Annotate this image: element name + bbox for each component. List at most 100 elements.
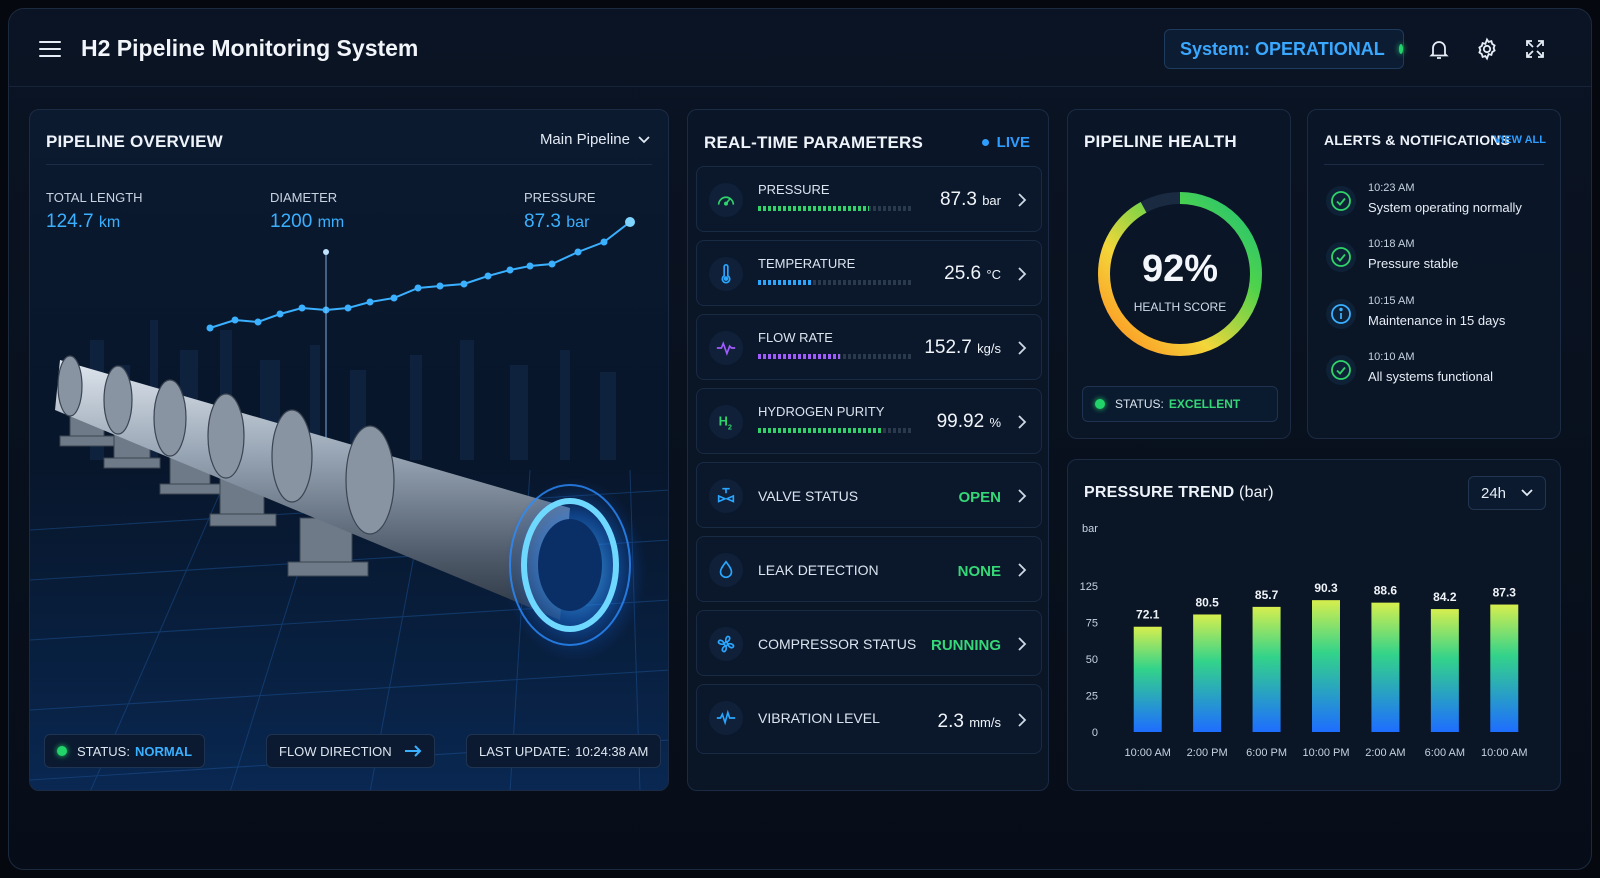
- alert-item[interactable]: 10:18 AM Pressure stable: [1326, 238, 1546, 282]
- droplet-icon: [709, 553, 743, 587]
- param-level-bar: [758, 428, 912, 433]
- overview-status-pill: STATUS: NORMAL: [44, 734, 206, 768]
- alert-time: 10:10 AM: [1368, 351, 1415, 363]
- bar: [1371, 602, 1400, 732]
- x-tick-label: 2:00 AM: [1365, 747, 1405, 759]
- bar: [1430, 609, 1459, 732]
- pressure-bar-chart: bar 0 25 50 75 125 72.1 10:00 AM 80.5 2:00 PM 85.…: [1080, 523, 1528, 759]
- stat-value: 1200 mm: [270, 211, 345, 232]
- stat-label: PRESSURE: [524, 190, 596, 205]
- stat-value: 87.3 bar: [524, 211, 590, 232]
- param-vibration-level[interactable]: VIBRATION LEVEL 2.3 mm/s: [696, 684, 1042, 754]
- system-status-prefix: System:: [1180, 38, 1251, 59]
- chevron-down-icon: [1521, 489, 1533, 497]
- health-title: PIPELINE HEALTH: [1084, 132, 1237, 151]
- x-tick-label: 10:00 AM: [1124, 747, 1170, 759]
- param-name: VALVE STATUS: [758, 488, 859, 504]
- stat-label: TOTAL LENGTH: [46, 190, 143, 205]
- bar-value-label: 72.1: [1136, 608, 1160, 622]
- gear-icon[interactable]: [1475, 37, 1499, 61]
- param-compressor-status[interactable]: COMPRESSOR STATUS RUNNING: [696, 610, 1042, 676]
- bar-value-label: 88.6: [1374, 584, 1398, 598]
- top-bar: H2 Pipeline Monitoring System System: OP…: [9, 9, 1591, 87]
- info-icon: [1326, 299, 1356, 329]
- param-name: TEMPERATURE: [758, 256, 856, 271]
- overview-trend-line: [206, 217, 635, 500]
- param-value: NONE: [957, 563, 1001, 580]
- param-leak-detection[interactable]: LEAK DETECTION NONE: [696, 536, 1042, 602]
- param-level-bar: [758, 206, 912, 211]
- flow-direction-label: FLOW DIRECTION: [279, 743, 392, 759]
- param-level-fill: [758, 206, 869, 211]
- realtime-parameters-panel: REAL-TIME PARAMETERS LIVE PRESSURE 87.3 …: [687, 109, 1049, 791]
- stat-total-length: TOTAL LENGTH 124.7 km: [46, 190, 143, 233]
- system-status-badge: System: OPERATIONAL: [1164, 29, 1404, 69]
- check-circle-icon: [1326, 242, 1356, 272]
- param-valve-status[interactable]: VALVE STATUS OPEN: [696, 462, 1042, 528]
- flow-direction-pill[interactable]: FLOW DIRECTION: [266, 734, 435, 768]
- alert-time: 10:23 AM: [1368, 182, 1415, 194]
- stat-label: DIAMETER: [270, 190, 338, 205]
- x-tick-label: 10:00 AM: [1481, 747, 1527, 759]
- divider: [1324, 164, 1544, 165]
- param-level-fill: [758, 354, 840, 359]
- vibration-icon: [709, 701, 743, 735]
- x-tick-label: 2:00 PM: [1187, 747, 1228, 759]
- chevron-right-icon: [1018, 267, 1027, 281]
- chevron-right-icon: [1018, 563, 1027, 577]
- alerts-panel: ALERTS & NOTIFICATIONS VIEW ALL 10:23 AM…: [1307, 109, 1561, 439]
- menu-icon[interactable]: [39, 41, 61, 57]
- param-value: 25.6 °C: [944, 263, 1001, 284]
- dashboard-frame: H2 Pipeline Monitoring System System: OP…: [8, 8, 1592, 870]
- param-value: 2.3 mm/s: [937, 711, 1001, 732]
- system-status-value: OPERATIONAL: [1255, 38, 1385, 59]
- last-update-value: 10:24:38 AM: [575, 743, 649, 759]
- status-dot: [57, 746, 67, 756]
- bar-value-label: 85.7: [1255, 588, 1279, 602]
- last-update-label: LAST UPDATE:: [479, 743, 571, 759]
- trend-title: PRESSURE TREND (bar): [1084, 484, 1274, 501]
- chevron-right-icon: [1018, 341, 1027, 355]
- pipeline-selector[interactable]: Main Pipeline: [540, 131, 650, 148]
- chevron-right-icon: [1018, 193, 1027, 207]
- x-tick-label: 10:00 PM: [1302, 747, 1349, 759]
- health-status-pill: STATUS: EXCELLENT: [1082, 386, 1278, 422]
- svg-text:2: 2: [728, 422, 732, 431]
- param-pressure[interactable]: PRESSURE 87.3 bar: [696, 166, 1042, 232]
- param-temperature[interactable]: TEMPERATURE 25.6 °C: [696, 240, 1042, 306]
- overview-status-label: STATUS:: [77, 743, 130, 759]
- param-value: 99.92 %: [936, 411, 1001, 432]
- y-tick-label: 0: [1092, 727, 1098, 739]
- view-all-link[interactable]: VIEW ALL: [1493, 134, 1546, 146]
- param-name: FLOW RATE: [758, 330, 833, 345]
- divider: [46, 164, 652, 165]
- last-update-pill: LAST UPDATE: 10:24:38 AM: [466, 734, 662, 768]
- chevron-right-icon: [1018, 489, 1027, 503]
- status-dot: [1095, 399, 1105, 409]
- fullscreen-icon[interactable]: [1523, 37, 1547, 61]
- alert-item[interactable]: 10:15 AM Maintenance in 15 days: [1326, 295, 1546, 339]
- fan-icon: [709, 627, 743, 661]
- pulse-icon: [709, 331, 743, 365]
- health-score-value: 92%: [1141, 248, 1219, 290]
- param-value: 87.3 bar: [939, 189, 1001, 210]
- health-gauge: [1098, 192, 1262, 356]
- alert-message: Maintenance in 15 days: [1368, 313, 1506, 328]
- bar-value-label: 87.3: [1493, 586, 1517, 600]
- time-range-select[interactable]: 24h: [1468, 476, 1546, 510]
- pipeline-selector-value: Main Pipeline: [539, 131, 630, 148]
- param-name: HYDROGEN PURITY: [758, 404, 885, 419]
- param-value: RUNNING: [931, 637, 1001, 654]
- live-label: LIVE: [996, 134, 1030, 151]
- param-flow-rate[interactable]: FLOW RATE 152.7 kg/s: [696, 314, 1042, 380]
- param-value: OPEN: [958, 489, 1001, 506]
- realtime-title: REAL-TIME PARAMETERS: [704, 133, 924, 152]
- y-tick-label: 125: [1080, 581, 1098, 593]
- param-name: PRESSURE: [758, 182, 830, 197]
- bell-icon[interactable]: [1427, 37, 1451, 61]
- param-name: COMPRESSOR STATUS: [758, 636, 917, 652]
- overview-title: PIPELINE OVERVIEW: [46, 132, 223, 151]
- alert-item[interactable]: 10:10 AM All systems functional: [1326, 351, 1546, 395]
- alert-item[interactable]: 10:23 AM System operating normally: [1326, 182, 1546, 226]
